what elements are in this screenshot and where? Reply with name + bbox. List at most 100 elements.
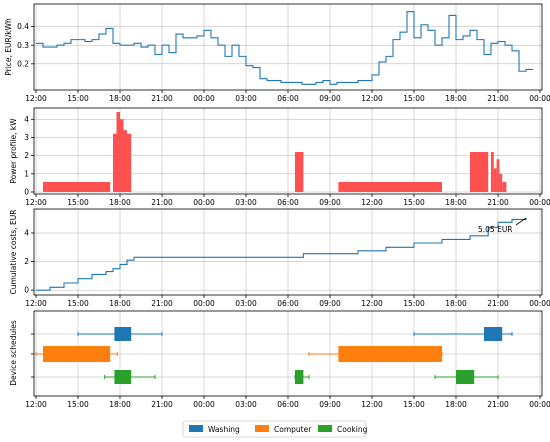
schedule-run-washing xyxy=(484,327,503,341)
power-xtick-label: 15:00 xyxy=(403,198,425,207)
schedules-panel: 12:00 15:00 18:00 21:00 00:00 03:00 06:00 09:00… xyxy=(9,310,550,409)
power-bar xyxy=(493,168,497,192)
schedule-run-washing xyxy=(114,327,132,341)
cumulative-ytick-label: 4 xyxy=(24,229,29,238)
cumulative-xtick-label: 12:00 xyxy=(25,299,47,308)
schedules-xtick-label: 12:00 xyxy=(361,400,383,409)
power-bar xyxy=(127,133,132,192)
cumulative-xtick-label: 06:00 xyxy=(277,299,299,308)
schedule-run-cooking xyxy=(456,370,475,384)
power-bar xyxy=(295,152,304,192)
power-bar xyxy=(496,159,500,192)
price-xtick-label: 15:00 xyxy=(403,94,425,103)
price-ytick-label: 0.2 xyxy=(17,59,29,68)
price-ytick-label: 0.4 xyxy=(17,22,29,31)
legend-label-washing: Washing xyxy=(208,425,240,434)
legend-swatch-computer xyxy=(255,425,269,432)
schedules-xtick-label: 15:00 xyxy=(67,400,89,409)
schedules-xtick-label: 12:00 xyxy=(25,400,47,409)
schedules-xtick-label: 09:00 xyxy=(319,400,341,409)
cumulative-xtick-label: 15:00 xyxy=(403,299,425,308)
power-xtick-label: 00:00 xyxy=(193,198,215,207)
power-xticks: 12:00 15:00 18:00 21:00 00:00 03:00 06:00 09:00… xyxy=(25,194,550,207)
cumulative-ytick-label: 2 xyxy=(24,257,29,266)
cumulative-xtick-label: 00:00 xyxy=(193,299,215,308)
schedules-xtick-label: 18:00 xyxy=(109,400,131,409)
cumulative-xticks: 12:00 15:00 18:00 21:00 00:00 03:00 06:00 09:00… xyxy=(25,295,550,308)
schedules-xtick-label: 06:00 xyxy=(277,400,299,409)
power-ytick-label: 3 xyxy=(24,133,29,142)
power-bar xyxy=(502,182,507,192)
price-xtick-label: 00:00 xyxy=(193,94,215,103)
power-xtick-label: 21:00 xyxy=(487,198,509,207)
power-bar xyxy=(491,152,494,192)
cumulative-annotation: 5.05 EUR xyxy=(478,225,513,234)
power-bar xyxy=(116,112,120,192)
power-xtick-label: 18:00 xyxy=(109,198,131,207)
price-xtick-label: 18:00 xyxy=(445,94,467,103)
power-bar xyxy=(470,152,489,192)
schedule-run-computer xyxy=(43,346,111,362)
legend-label-computer: Computer xyxy=(274,425,312,434)
price-ytick-label: 0.3 xyxy=(17,41,29,50)
cumulative-xtick-label: 12:00 xyxy=(361,299,383,308)
power-yticks: 0 1 2 3 4 xyxy=(24,115,34,197)
price-xtick-label: 12:00 xyxy=(25,94,47,103)
price-xtick-label: 21:00 xyxy=(487,94,509,103)
schedules-boxes xyxy=(35,327,513,384)
schedules-xtick-label: 18:00 xyxy=(445,400,467,409)
price-grid xyxy=(34,4,542,90)
cumulative-ylabel: Cumulative costs, EUR xyxy=(9,210,18,295)
cumulative-xtick-label: 00:00 xyxy=(529,299,550,308)
schedules-xticks: 12:00 15:00 18:00 21:00 00:00 03:00 06:00 09:00… xyxy=(25,396,550,409)
price-xtick-label: 00:00 xyxy=(529,94,550,103)
schedules-yticks xyxy=(31,333,34,378)
price-xticks: 12:00 15:00 18:00 21:00 00:00 03:00 06:00 09:00… xyxy=(25,90,550,103)
cumulative-xtick-label: 09:00 xyxy=(319,299,341,308)
power-bar xyxy=(120,119,124,192)
power-ytick-label: 0 xyxy=(24,188,29,197)
price-xtick-label: 06:00 xyxy=(277,94,299,103)
schedules-xtick-label: 21:00 xyxy=(487,400,509,409)
cumulative-xtick-label: 03:00 xyxy=(235,299,257,308)
price-xtick-label: 18:00 xyxy=(109,94,131,103)
cumulative-line xyxy=(36,218,527,291)
power-ytick-label: 2 xyxy=(24,151,29,160)
schedules-xtick-label: 15:00 xyxy=(403,400,425,409)
price-yticks: 0.2 0.3 0.4 xyxy=(17,22,34,68)
cumulative-annotation-arrow xyxy=(515,217,527,226)
power-bar xyxy=(338,182,442,192)
power-xtick-label: 15:00 xyxy=(67,198,89,207)
legend: Washing Computer Cooking xyxy=(182,420,368,438)
schedule-run-computer xyxy=(338,346,442,362)
price-xtick-label: 15:00 xyxy=(67,94,89,103)
price-xtick-label: 03:00 xyxy=(235,94,257,103)
schedule-run-cooking xyxy=(114,370,132,384)
price-xtick-label: 09:00 xyxy=(319,94,341,103)
schedules-xtick-label: 21:00 xyxy=(151,400,173,409)
power-bar xyxy=(113,133,117,192)
power-panel: 0 1 2 3 4 12:00 15:00 18:00 21:00 00:00 03:00 06:0… xyxy=(9,107,550,207)
legend-swatch-cooking xyxy=(318,425,332,432)
price-line xyxy=(36,11,533,85)
schedule-run-cooking xyxy=(295,370,304,384)
price-ylabel: Price, EUR/kWh xyxy=(4,18,13,76)
power-bars xyxy=(43,112,507,192)
price-xtick-label: 21:00 xyxy=(151,94,173,103)
power-ylabel: Power profile, kW xyxy=(9,118,18,184)
power-xtick-label: 09:00 xyxy=(319,198,341,207)
power-bar xyxy=(123,130,127,192)
cumulative-grid xyxy=(34,209,542,295)
legend-label-cooking: Cooking xyxy=(337,425,368,434)
price-xtick-label: 12:00 xyxy=(361,94,383,103)
power-bar xyxy=(499,173,503,192)
schedules-xtick-label: 03:00 xyxy=(235,400,257,409)
cumulative-xtick-label: 18:00 xyxy=(445,299,467,308)
cumulative-xtick-label: 21:00 xyxy=(487,299,509,308)
cumulative-xtick-label: 21:00 xyxy=(151,299,173,308)
power-xtick-label: 12:00 xyxy=(361,198,383,207)
cumulative-ytick-label: 0 xyxy=(24,286,29,295)
legend-swatch-washing xyxy=(189,425,203,432)
cumulative-yticks: 0 2 4 xyxy=(24,229,34,295)
